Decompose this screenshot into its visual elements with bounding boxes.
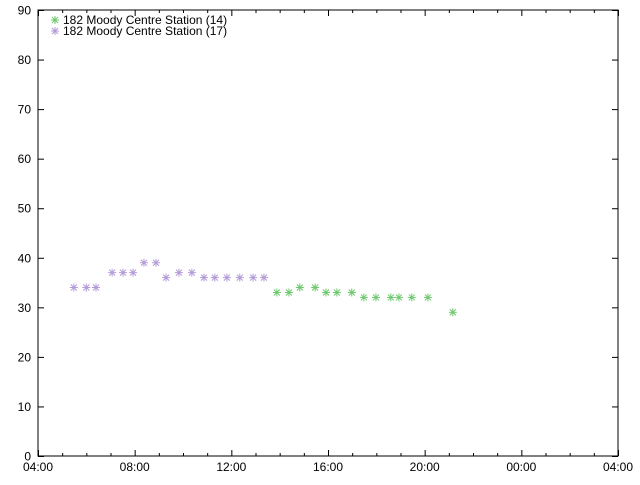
x-tick-label: 12:00 [216, 460, 246, 474]
y-tick-label: 30 [18, 301, 32, 315]
data-point-series-1 [82, 283, 91, 292]
legend: 182 Moody Centre Station (14) 182 Moody … [51, 13, 227, 38]
data-point-series-0 [394, 293, 403, 302]
x-tick-label: 08:00 [120, 460, 150, 474]
data-point-series-0 [448, 308, 457, 317]
y-tick-label: 40 [18, 251, 32, 265]
data-point-series-0 [423, 293, 432, 302]
plot-border [37, 9, 619, 457]
y-tick-label: 50 [18, 202, 32, 216]
data-point-series-0 [295, 283, 304, 292]
data-point-series-1 [108, 268, 117, 277]
y-tick-label: 90 [18, 4, 32, 18]
data-point-series-1 [129, 268, 138, 277]
legend-marker-icon [51, 27, 59, 35]
y-tick-label: 70 [18, 103, 32, 117]
data-point-series-0 [407, 293, 416, 302]
data-point-series-1 [139, 258, 148, 267]
data-point-series-0 [332, 288, 341, 297]
data-point-series-1 [259, 273, 268, 282]
data-point-series-0 [284, 288, 293, 297]
legend-label: 182 Moody Centre Station (14) [63, 13, 227, 27]
y-tick-label: 0 [24, 450, 31, 464]
data-point-series-1 [249, 273, 258, 282]
y-tick-label: 60 [18, 152, 32, 166]
x-tick-label: 20:00 [410, 460, 440, 474]
data-point-series-1 [92, 283, 100, 292]
legend-label: 182 Moody Centre Station (17) [63, 24, 227, 38]
data-point-series-1 [118, 268, 127, 277]
y-tick-label: 10 [18, 400, 32, 414]
x-tick-label: 16:00 [313, 460, 343, 474]
data-point-series-1 [174, 268, 183, 277]
y-tick-label: 20 [18, 350, 32, 364]
data-points [69, 258, 457, 317]
data-point-series-1 [69, 283, 78, 292]
data-point-series-0 [347, 288, 356, 297]
legend-entry-1: 182 Moody Centre Station (17) [51, 24, 227, 38]
x-tick-label: 04:00 [23, 460, 53, 474]
data-point-series-0 [371, 293, 380, 302]
legend-entry-0: 182 Moody Centre Station (14) [51, 13, 227, 27]
data-point-series-0 [321, 288, 330, 297]
data-point-series-0 [386, 293, 395, 302]
x-tick-label: 04:00 [603, 460, 633, 474]
data-point-series-0 [311, 283, 320, 292]
data-point-series-1 [235, 273, 244, 282]
data-point-series-1 [152, 258, 161, 267]
x-tick-label: 00:00 [506, 460, 536, 474]
legend-marker-icon [51, 16, 59, 24]
y-tick-label: 80 [18, 53, 32, 67]
data-point-series-1 [210, 273, 219, 282]
data-point-series-1 [162, 273, 171, 282]
data-point-series-0 [272, 288, 281, 297]
data-point-series-0 [359, 293, 368, 302]
data-point-series-1 [222, 273, 231, 282]
data-point-series-1 [187, 268, 196, 277]
axes: 0 10 20 30 40 50 60 70 80 90 04:00 08:00 12:00 16:00 2… [18, 4, 634, 475]
data-point-series-1 [199, 273, 208, 282]
